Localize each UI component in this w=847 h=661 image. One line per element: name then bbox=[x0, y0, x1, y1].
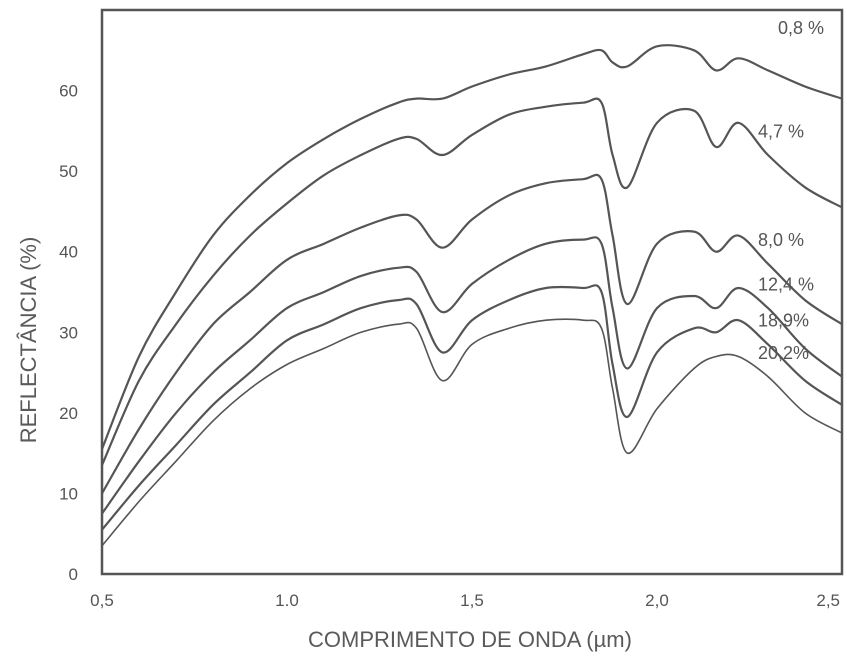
series-label: 0,8 % bbox=[778, 18, 824, 38]
series-label: 18,9% bbox=[758, 311, 809, 331]
y-tick-label: 10 bbox=[59, 484, 78, 503]
series-label: 8,0 % bbox=[758, 230, 804, 250]
series-line bbox=[100, 44, 843, 450]
series-line bbox=[101, 236, 843, 515]
x-tick-label: 2,5 bbox=[816, 591, 840, 610]
y-tick-label: 20 bbox=[59, 404, 78, 423]
y-tick-label: 30 bbox=[59, 323, 78, 342]
y-tick-label: 0 bbox=[69, 565, 78, 584]
series-line bbox=[101, 284, 843, 531]
x-axis-ticks: 0,5 1.0 1,5 2,0 2,5 bbox=[90, 591, 840, 610]
x-tick-label: 1,5 bbox=[460, 591, 484, 610]
series-line bbox=[101, 318, 843, 547]
y-tick-label: 40 bbox=[59, 243, 78, 262]
y-axis-ticks: 0 10 20 30 40 50 60 bbox=[59, 82, 78, 584]
y-axis-title: REFLECTÂNCIA (%) bbox=[16, 237, 41, 444]
x-tick-label: 2,0 bbox=[645, 591, 669, 610]
series-line bbox=[101, 173, 843, 494]
y-tick-label: 60 bbox=[59, 82, 78, 101]
series-label: 4,7 % bbox=[758, 121, 804, 141]
series-label: 20,2% bbox=[758, 343, 809, 363]
x-tick-label: 0,5 bbox=[90, 591, 114, 610]
plot-frame bbox=[100, 8, 844, 576]
series-line bbox=[100, 97, 843, 466]
y-tick-label: 50 bbox=[59, 162, 78, 181]
series-lines bbox=[100, 44, 843, 547]
x-axis-title: COMPRIMENTO DE ONDA (µm) bbox=[308, 627, 632, 652]
series-labels: 0,8 % 4,7 % 8,0 % 12,4 % 18,9% 20,2% bbox=[758, 18, 824, 363]
series-label: 12,4 % bbox=[758, 274, 814, 294]
x-tick-label: 1.0 bbox=[275, 591, 299, 610]
